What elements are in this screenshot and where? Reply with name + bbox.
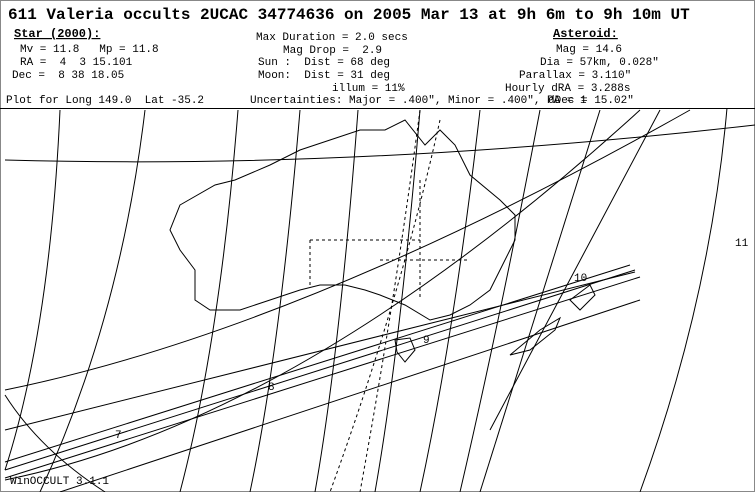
star-line: RA = 4 3 15.101 [20, 57, 133, 69]
coastline [569, 284, 596, 311]
path-limit [4, 276, 641, 479]
meridian [374, 109, 421, 492]
event-line: Moon: Dist = 31 deg [258, 70, 390, 82]
asteroid-line: Parallax = 3.110" [519, 70, 631, 82]
event-line: illum = 11% [332, 83, 405, 95]
star-heading: Star (2000): [14, 27, 100, 41]
dashed-line [329, 119, 441, 492]
parallel [4, 124, 755, 163]
meridian [4, 109, 61, 471]
time-label: 10 [574, 273, 587, 285]
uncertainty-line [59, 299, 641, 492]
meridian [489, 109, 661, 431]
meridian [314, 109, 359, 492]
event-line: Sun : Dist = 68 deg [258, 57, 390, 69]
star-line: Mv = 11.8 Mp = 11.8 [20, 44, 159, 56]
meridian [459, 109, 541, 492]
uncertainties: Uncertainties: Major = .400", Minor = .4… [250, 95, 587, 107]
meridian [249, 109, 301, 492]
asteroid-line: Hourly dRA = 3.288s [505, 83, 630, 95]
meridian [419, 109, 481, 492]
title: 611 Valeria occults 2UCAC 34774636 on 20… [8, 6, 690, 24]
star-line: Dec = 8 38 18.05 [12, 70, 124, 82]
asteroid-line: Mag = 14.6 [556, 44, 622, 56]
time-label: 9 [423, 335, 430, 347]
asteroid-heading: Asteroid: [553, 27, 618, 41]
event-line: Mag Drop = 2.9 [283, 45, 382, 57]
time-label: 8 [268, 382, 275, 394]
time-label: 7 [115, 430, 122, 442]
meridian [4, 109, 641, 481]
asteroid-line: Dia = 57km, 0.028" [540, 57, 659, 69]
path-center [4, 269, 636, 471]
footer: WinOCCULT 3.1.1 [10, 476, 109, 488]
coastline [394, 337, 416, 363]
meridian [39, 109, 146, 492]
path-limit [4, 264, 631, 463]
meridian [179, 109, 239, 492]
map-lines [4, 107, 755, 492]
asteroid-line: dDec = 15.02" [548, 95, 634, 107]
uncertainty-line [4, 271, 636, 431]
globe-limb [639, 107, 728, 492]
coastline [509, 316, 562, 356]
time-label: 11 [735, 238, 749, 250]
parallel [4, 109, 691, 391]
globe-limb [4, 394, 106, 492]
coastline [169, 119, 516, 321]
event-line: Max Duration = 2.0 secs [256, 32, 408, 44]
state-border [309, 180, 470, 300]
plot-location: Plot for Long 149.0 Lat -35.2 [6, 95, 204, 107]
